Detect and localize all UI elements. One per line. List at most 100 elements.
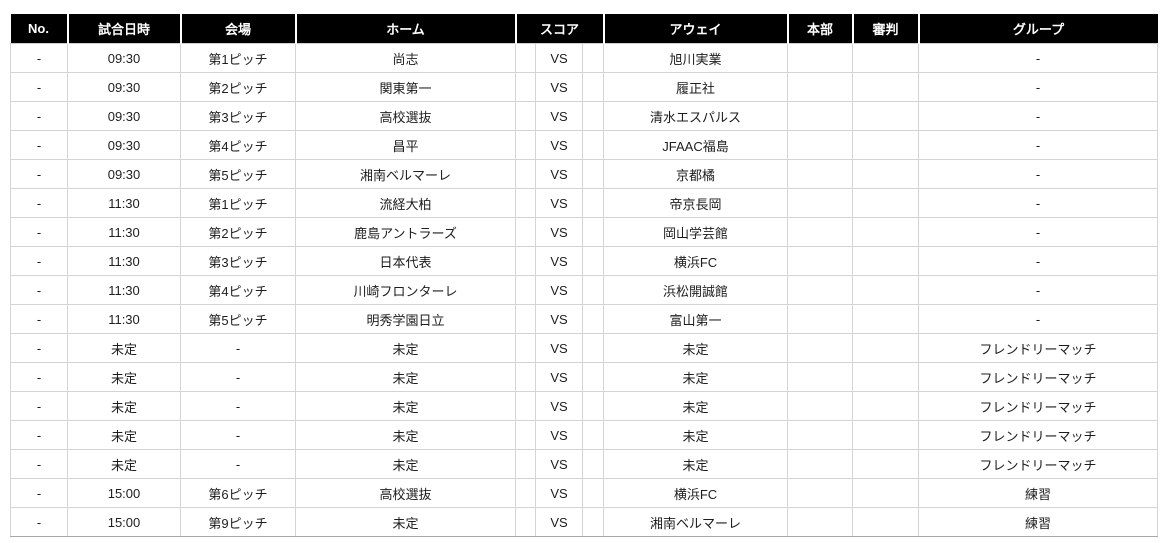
- cell-venue: 第4ピッチ: [180, 130, 296, 160]
- cell-referee: [852, 246, 919, 276]
- header-no: No.: [10, 14, 69, 44]
- cell-no: -: [10, 43, 68, 73]
- match-schedule-table: No. 試合日時 会場 ホーム スコア アウェイ 本部 審判 グループ - 09…: [10, 14, 1158, 537]
- cell-hq: [787, 275, 853, 305]
- cell-vs-label: VS: [535, 420, 583, 450]
- cell-score-away: [582, 159, 604, 189]
- header-home: ホーム: [294, 14, 517, 44]
- cell-group: 練習: [918, 507, 1158, 537]
- cell-score-away: [582, 362, 604, 392]
- cell-vs-label: VS: [535, 333, 583, 363]
- cell-datetime: 11:30: [67, 217, 181, 247]
- table-row: - 11:30 第3ピッチ 日本代表 VS 横浜FC -: [10, 246, 1158, 276]
- cell-score-home: [515, 420, 536, 450]
- header-hq: 本部: [786, 14, 854, 44]
- cell-hq: [787, 420, 853, 450]
- cell-vs-label: VS: [535, 478, 583, 508]
- cell-home-team: 流経大柏: [295, 188, 516, 218]
- cell-score-home: [515, 333, 536, 363]
- cell-away-team: 帝京長岡: [603, 188, 788, 218]
- cell-hq: [787, 246, 853, 276]
- cell-referee: [852, 333, 919, 363]
- cell-score-away: [582, 217, 604, 247]
- cell-home-team: 未定: [295, 333, 516, 363]
- cell-away-team: 浜松開誠館: [603, 275, 788, 305]
- cell-referee: [852, 275, 919, 305]
- cell-away-team: 履正社: [603, 72, 788, 102]
- cell-score-away: [582, 72, 604, 102]
- cell-vs-label: VS: [535, 101, 583, 131]
- cell-vs-label: VS: [535, 130, 583, 160]
- cell-score-home: [515, 130, 536, 160]
- cell-vs-label: VS: [535, 188, 583, 218]
- cell-score-home: [515, 217, 536, 247]
- cell-score-home: [515, 449, 536, 479]
- cell-venue: 第5ピッチ: [180, 159, 296, 189]
- cell-group: フレンドリーマッチ: [918, 420, 1158, 450]
- cell-datetime: 09:30: [67, 130, 181, 160]
- cell-away-team: 未定: [603, 420, 788, 450]
- cell-referee: [852, 217, 919, 247]
- cell-score-home: [515, 101, 536, 131]
- cell-referee: [852, 188, 919, 218]
- header-venue: 会場: [179, 14, 297, 44]
- cell-hq: [787, 159, 853, 189]
- cell-referee: [852, 304, 919, 334]
- cell-hq: [787, 130, 853, 160]
- cell-score-home: [515, 159, 536, 189]
- cell-away-team: 京都橘: [603, 159, 788, 189]
- header-away: アウェイ: [602, 14, 789, 44]
- cell-score-home: [515, 275, 536, 305]
- cell-hq: [787, 217, 853, 247]
- cell-datetime: 未定: [67, 362, 181, 392]
- cell-away-team: 未定: [603, 333, 788, 363]
- cell-referee: [852, 507, 919, 537]
- cell-datetime: 09:30: [67, 43, 181, 73]
- cell-no: -: [10, 275, 68, 305]
- cell-home-team: 未定: [295, 449, 516, 479]
- cell-datetime: 15:00: [67, 507, 181, 537]
- cell-score-home: [515, 391, 536, 421]
- cell-score-home: [515, 246, 536, 276]
- cell-vs-label: VS: [535, 275, 583, 305]
- table-row: - 未定 - 未定 VS 未定 フレンドリーマッチ: [10, 391, 1158, 421]
- cell-home-team: 昌平: [295, 130, 516, 160]
- table-row: - 未定 - 未定 VS 未定 フレンドリーマッチ: [10, 333, 1158, 363]
- table-row: - 09:30 第1ピッチ 尚志 VS 旭川実業 -: [10, 43, 1158, 73]
- cell-away-team: 未定: [603, 449, 788, 479]
- cell-score-away: [582, 449, 604, 479]
- cell-vs-label: VS: [535, 507, 583, 537]
- cell-referee: [852, 362, 919, 392]
- cell-datetime: 11:30: [67, 246, 181, 276]
- cell-no: -: [10, 333, 68, 363]
- cell-datetime: 11:30: [67, 188, 181, 218]
- cell-score-away: [582, 391, 604, 421]
- cell-group: -: [918, 246, 1158, 276]
- cell-no: -: [10, 507, 68, 537]
- cell-venue: -: [180, 362, 296, 392]
- cell-referee: [852, 478, 919, 508]
- cell-no: -: [10, 217, 68, 247]
- cell-datetime: 09:30: [67, 72, 181, 102]
- cell-hq: [787, 333, 853, 363]
- cell-score-away: [582, 333, 604, 363]
- cell-no: -: [10, 420, 68, 450]
- cell-referee: [852, 43, 919, 73]
- cell-referee: [852, 420, 919, 450]
- cell-referee: [852, 159, 919, 189]
- cell-venue: -: [180, 391, 296, 421]
- cell-datetime: 09:30: [67, 101, 181, 131]
- cell-home-team: 未定: [295, 420, 516, 450]
- cell-hq: [787, 478, 853, 508]
- cell-home-team: 日本代表: [295, 246, 516, 276]
- cell-away-team: 未定: [603, 391, 788, 421]
- cell-group: フレンドリーマッチ: [918, 362, 1158, 392]
- cell-datetime: 未定: [67, 449, 181, 479]
- cell-hq: [787, 43, 853, 73]
- cell-venue: 第4ピッチ: [180, 275, 296, 305]
- table-body: - 09:30 第1ピッチ 尚志 VS 旭川実業 - - 09:30 第2ピッチ…: [10, 43, 1158, 537]
- cell-score-home: [515, 507, 536, 537]
- cell-home-team: 高校選抜: [295, 478, 516, 508]
- header-group: グループ: [917, 14, 1158, 44]
- cell-hq: [787, 188, 853, 218]
